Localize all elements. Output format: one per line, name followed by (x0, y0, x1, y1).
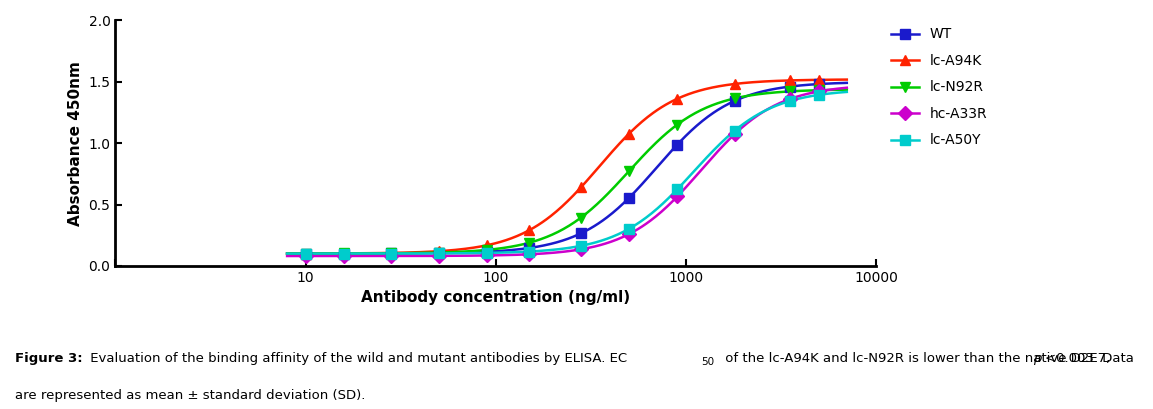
lc-A50Y (480, 250, 493, 255)
Line: lc-N92R: lc-N92R (301, 85, 824, 258)
hc-A33R (299, 254, 312, 258)
hc-A33R (338, 254, 352, 258)
lc-A94K (480, 243, 493, 248)
Line: WT: WT (301, 79, 824, 258)
WT (812, 81, 826, 86)
lc-N92R (728, 96, 741, 101)
Text: 50: 50 (701, 357, 714, 366)
lc-A94K (338, 251, 352, 256)
lc-A50Y (299, 251, 312, 256)
lc-N92R (384, 251, 398, 256)
lc-A50Y (384, 251, 398, 256)
hc-A33R (783, 97, 797, 101)
lc-A94K (621, 131, 635, 136)
lc-N92R (812, 88, 826, 93)
WT (431, 251, 445, 256)
lc-A50Y (522, 249, 536, 254)
hc-A33R (480, 253, 493, 258)
lc-A94K (574, 185, 588, 190)
Y-axis label: Absorbance 450nm: Absorbance 450nm (68, 61, 83, 226)
X-axis label: Antibody concentration (ng/ml): Antibody concentration (ng/ml) (361, 290, 631, 305)
hc-A33R (574, 247, 588, 252)
lc-N92R (670, 122, 684, 127)
lc-A94K (783, 78, 797, 83)
WT (522, 245, 536, 250)
lc-N92R (299, 251, 312, 256)
Line: hc-A33R: hc-A33R (301, 87, 824, 261)
WT (670, 142, 684, 147)
Text: p: p (1033, 352, 1041, 365)
lc-N92R (783, 89, 797, 94)
lc-A94K (670, 96, 684, 101)
hc-A33R (522, 252, 536, 257)
WT (384, 251, 398, 256)
lc-A50Y (728, 128, 741, 133)
WT (728, 99, 741, 103)
lc-N92R (338, 251, 352, 256)
lc-N92R (522, 240, 536, 245)
hc-A33R (384, 254, 398, 258)
WT (338, 251, 352, 256)
WT (299, 251, 312, 256)
hc-A33R (431, 254, 445, 258)
Legend: WT, lc-A94K, lc-N92R, hc-A33R, lc-A50Y: WT, lc-A94K, lc-N92R, hc-A33R, lc-A50Y (891, 27, 987, 147)
lc-A50Y (812, 92, 826, 97)
lc-N92R (621, 169, 635, 174)
hc-A33R (728, 132, 741, 137)
lc-A50Y (338, 251, 352, 256)
WT (574, 231, 588, 236)
lc-A50Y (670, 187, 684, 192)
hc-A33R (670, 194, 684, 199)
lc-A94K (384, 250, 398, 255)
lc-A50Y (574, 243, 588, 248)
Text: are represented as mean ± standard deviation (SD).: are represented as mean ± standard devia… (15, 389, 366, 402)
lc-A50Y (431, 251, 445, 256)
lc-A94K (522, 228, 536, 233)
Line: lc-A50Y: lc-A50Y (301, 90, 824, 258)
hc-A33R (621, 232, 635, 237)
Text: of the lc-A94K and lc-N92R is lower than the native D2E7,: of the lc-A94K and lc-N92R is lower than… (721, 352, 1114, 365)
lc-A94K (812, 77, 826, 82)
lc-N92R (431, 250, 445, 255)
WT (480, 249, 493, 254)
lc-A50Y (783, 99, 797, 103)
Line: lc-A94K: lc-A94K (301, 75, 824, 258)
hc-A33R (812, 89, 826, 94)
Text: Evaluation of the binding affinity of the wild and mutant antibodies by ELISA. E: Evaluation of the binding affinity of th… (86, 352, 627, 365)
lc-A94K (728, 81, 741, 86)
WT (621, 196, 635, 200)
lc-N92R (480, 247, 493, 252)
lc-A94K (431, 249, 445, 254)
lc-A94K (299, 251, 312, 256)
Text: Figure 3:: Figure 3: (15, 352, 83, 365)
lc-A50Y (621, 227, 635, 231)
WT (783, 84, 797, 89)
Text: <0.003. Data: <0.003. Data (1045, 352, 1133, 365)
lc-N92R (574, 215, 588, 220)
